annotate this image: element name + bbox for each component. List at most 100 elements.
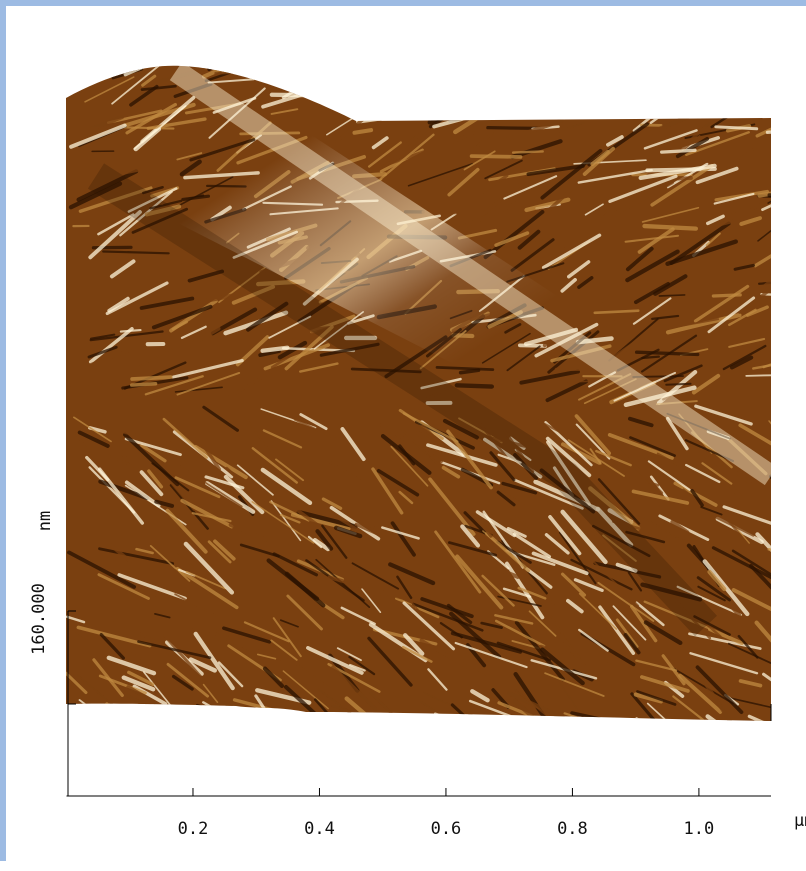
surface-streak (457, 385, 492, 386)
surface-streak (746, 77, 794, 86)
surface-streak (743, 51, 786, 78)
surface-streak (662, 150, 695, 152)
surface-streak (294, 724, 325, 739)
surface-streak (449, 725, 485, 739)
surface-streak (358, 112, 428, 122)
surface-streak (415, 59, 467, 93)
surface-streak (488, 223, 506, 224)
surface-streak (708, 89, 743, 98)
z-axis-label: nm (35, 511, 55, 531)
surface-streak (382, 66, 436, 76)
surface-streak (230, 719, 264, 742)
surface-streak (403, 87, 432, 91)
surface-streak (86, 714, 147, 731)
surface-streak (395, 61, 415, 62)
surface-streak (705, 77, 740, 96)
surface-streak (383, 716, 415, 742)
surface-streak (496, 91, 520, 110)
surface-streak (768, 85, 801, 86)
surface-streak (746, 375, 793, 376)
surface-streak (367, 84, 433, 115)
surface-streak (107, 704, 119, 721)
surface-streak (645, 226, 696, 229)
x-axis-label: µm (794, 811, 806, 831)
surface-streak (535, 99, 555, 106)
surface-streak (404, 68, 440, 85)
surface-streak (557, 104, 580, 114)
surface-streak (435, 714, 474, 725)
surface-streak (615, 51, 628, 62)
x-tick-label: 0.2 (178, 819, 209, 839)
x-tick-label: 0.6 (431, 819, 462, 839)
surface-streak (769, 421, 796, 455)
surface-streak (465, 43, 532, 63)
surface-streak (249, 718, 295, 733)
surface-streak (482, 100, 508, 105)
surface-streak (768, 175, 806, 203)
surface-streak (591, 96, 627, 97)
surface-streak (75, 65, 105, 79)
surface-streak (636, 107, 667, 111)
surface-streak (407, 89, 464, 95)
surface-streak (769, 418, 790, 437)
window: µm nm 0.2 0.4 0.6 0.8 1.0 160.000 (0, 0, 806, 861)
surface-streak (409, 716, 470, 747)
surface-streak (356, 716, 368, 728)
surface-streak (271, 64, 286, 73)
surface-streak (505, 91, 525, 99)
surface-streak (362, 59, 405, 71)
surface-streak (195, 719, 236, 750)
surface-streak (197, 705, 243, 719)
surface-streak (744, 41, 785, 79)
surface-streak (132, 377, 171, 379)
surface-streak (352, 76, 419, 102)
surface-streak (425, 88, 447, 99)
x-tick-label: 0.8 (557, 819, 588, 839)
surface-streak (209, 34, 260, 69)
surface-streak (702, 84, 732, 103)
surface-streak (305, 58, 342, 84)
surface-streak (513, 151, 543, 152)
surface-streak (430, 102, 476, 122)
surface-streak (614, 93, 628, 104)
surface-streak (768, 102, 801, 111)
surface-streak (453, 58, 473, 63)
z-tick-label: 160.000 (29, 583, 49, 655)
surface-streak (450, 102, 516, 120)
surface-streak (713, 295, 740, 296)
surface-streak (132, 384, 156, 385)
surface-streak (463, 57, 483, 65)
surface-streak (216, 72, 238, 73)
surface-streak (650, 66, 674, 75)
surface-streak (696, 723, 765, 742)
surface-streak (355, 130, 372, 133)
surface-streak (767, 128, 806, 132)
surface-streak (397, 60, 458, 92)
surface-streak (723, 64, 773, 65)
surface-streak (481, 103, 496, 112)
surface-streak (218, 721, 252, 764)
x-tick-label: 0.4 (304, 819, 335, 839)
surface-streak (73, 65, 106, 75)
surface-streak (769, 549, 795, 557)
surface-streak (243, 711, 270, 724)
surface-streak (716, 127, 757, 129)
surface-streak (682, 160, 722, 162)
surface-streak (472, 156, 521, 157)
surface-streak (617, 66, 648, 90)
surface-streak (598, 725, 660, 766)
surface-streak (418, 79, 457, 92)
surface-streak (639, 38, 675, 68)
surface-streak (607, 109, 675, 112)
surface-streak (335, 66, 368, 80)
surface-streak (413, 110, 436, 118)
surface-streak (659, 295, 684, 296)
surface-streak (339, 394, 378, 395)
surface-streak (690, 50, 737, 79)
x-tick-label: 1.0 (684, 819, 715, 839)
surface-streak (353, 74, 385, 79)
surface-streak (738, 83, 804, 87)
afm-plot: µm nm 0.2 0.4 0.6 0.8 1.0 160.000 (6, 6, 806, 867)
surface-streak (202, 65, 221, 66)
surface-streak (636, 718, 680, 743)
